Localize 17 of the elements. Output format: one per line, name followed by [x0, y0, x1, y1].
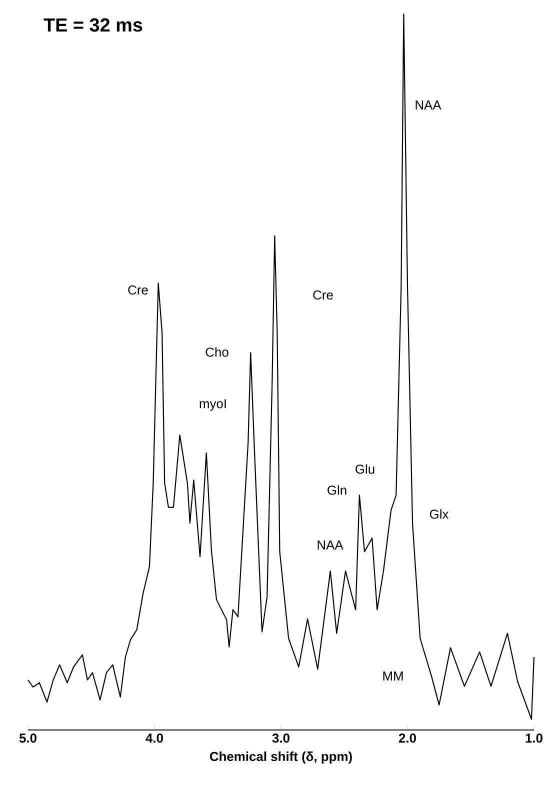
- annotation: myoI: [200, 399, 226, 411]
- x-tick-label: 2.0: [398, 734, 416, 743]
- x-tick-label: 4.0: [146, 734, 163, 743]
- annotation: Cre: [128, 285, 148, 295]
- x-tick-label: 1.0: [526, 734, 542, 743]
- x-tick-label: 5.0: [19, 734, 36, 743]
- annotation: MM: [383, 672, 403, 680]
- annotation: Glu: [356, 464, 374, 474]
- annotation: NAA: [318, 540, 344, 550]
- annotation: Gln: [328, 485, 346, 495]
- chart-title: TE = 32 ms: [44, 18, 142, 32]
- x-axis-title: Chemical shift (δ, ppm): [210, 752, 352, 764]
- annotation: NAA: [416, 100, 442, 110]
- annotation: Cho: [206, 347, 228, 357]
- annotation: Glx: [430, 509, 449, 519]
- annotation: Cre: [313, 290, 333, 300]
- x-tick-label: 3.0: [272, 734, 290, 743]
